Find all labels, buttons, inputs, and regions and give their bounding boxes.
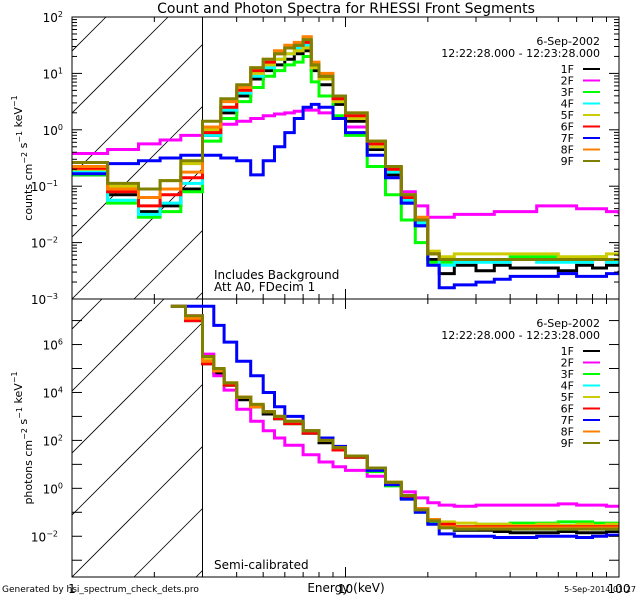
y-tick-label: 100 — [43, 481, 63, 496]
plot-background — [202, 299, 619, 577]
x-tick-label: 100 — [608, 582, 631, 596]
date-label: 6-Sep-2002 — [536, 35, 600, 48]
y-tick-label: 10−2 — [31, 236, 58, 251]
legend-label-1F: 1F — [561, 345, 574, 358]
generated-by-label: Generated by hsi_spectrum_check_dets.pro — [2, 585, 199, 595]
x-axis-label: Energy (keV) — [307, 581, 384, 595]
date-label: 6-Sep-2002 — [536, 317, 600, 330]
y-tick-label: 102 — [43, 433, 63, 448]
time-range-label: 12:22:28.000 - 12:23:28.000 — [441, 47, 600, 60]
hatch-line — [72, 299, 227, 454]
hatch-line — [72, 17, 107, 52]
legend-label-3F: 3F — [561, 86, 574, 99]
y-tick-label: 10−3 — [31, 292, 58, 307]
y-tick-label: 10−2 — [31, 529, 58, 544]
hatch-line — [630, 299, 640, 577]
series-9F-line — [72, 38, 619, 261]
series-9F-line — [170, 304, 619, 531]
series-group — [72, 35, 619, 290]
legend-label-4F: 4F — [561, 380, 574, 393]
time-range-label: 12:22:28.000 - 12:23:28.000 — [441, 329, 600, 342]
legend-label-7F: 7F — [561, 132, 574, 145]
x-tick-label: 10 — [338, 582, 353, 596]
legend-label-7F: 7F — [561, 414, 574, 427]
annotation-text: Semi-calibrated — [214, 558, 309, 572]
timestamp-label: 5-Sep-2014 01:27 — [564, 585, 636, 594]
hatch-line — [72, 17, 169, 114]
hatch-line — [630, 17, 640, 299]
annotation-text: Att A0, FDecim 1 — [214, 280, 315, 294]
y-axis-label: photons cm−2 s−1 keV−1 — [10, 371, 35, 504]
series-2F-line — [170, 304, 619, 508]
series-group — [170, 304, 619, 539]
count-spectrum-panel: 10−3 10−2 10−1 100 101 102 counts cm−2 s−1 keV… — [10, 10, 640, 307]
y-axis-label: counts cm−2 s−1 keV−1 — [10, 95, 35, 220]
y-tick-label: 10−1 — [31, 179, 58, 194]
legend-label-2F: 2F — [561, 357, 574, 370]
legend-label-6F: 6F — [561, 121, 574, 134]
legend-label-9F: 9F — [561, 437, 574, 450]
legend-label-2F: 2F — [561, 75, 574, 88]
hatch-line — [72, 299, 165, 392]
y-tick-label: 102 — [43, 10, 63, 25]
y-tick-label: 104 — [43, 385, 63, 400]
chart-title: Count and Photon Spectra for RHESSI Fron… — [157, 1, 535, 17]
series-7F-line — [72, 102, 619, 290]
legend-label-6F: 6F — [561, 403, 574, 416]
legend-label-8F: 8F — [561, 426, 574, 439]
y-tick-label: 106 — [43, 338, 63, 353]
legend-label-3F: 3F — [561, 368, 574, 381]
legend-label-5F: 5F — [561, 391, 574, 404]
annotation-text: Includes Background — [214, 268, 339, 282]
legend-label-9F: 9F — [561, 155, 574, 168]
y-tick-label: 101 — [43, 66, 63, 81]
y-tick-label: 100 — [43, 123, 63, 138]
hatch-line — [72, 17, 231, 176]
legend-label-5F: 5F — [561, 109, 574, 122]
legend-label-4F: 4F — [561, 98, 574, 111]
legend-label-1F: 1F — [561, 63, 574, 76]
photon-spectrum-panel: 10−2 100 102 104 106 1 10 100 photons cm−2 s−1 k… — [10, 298, 640, 596]
x-tick-label: 1 — [68, 582, 76, 596]
legend-label-8F: 8F — [561, 144, 574, 157]
series-7F-line — [170, 304, 619, 539]
